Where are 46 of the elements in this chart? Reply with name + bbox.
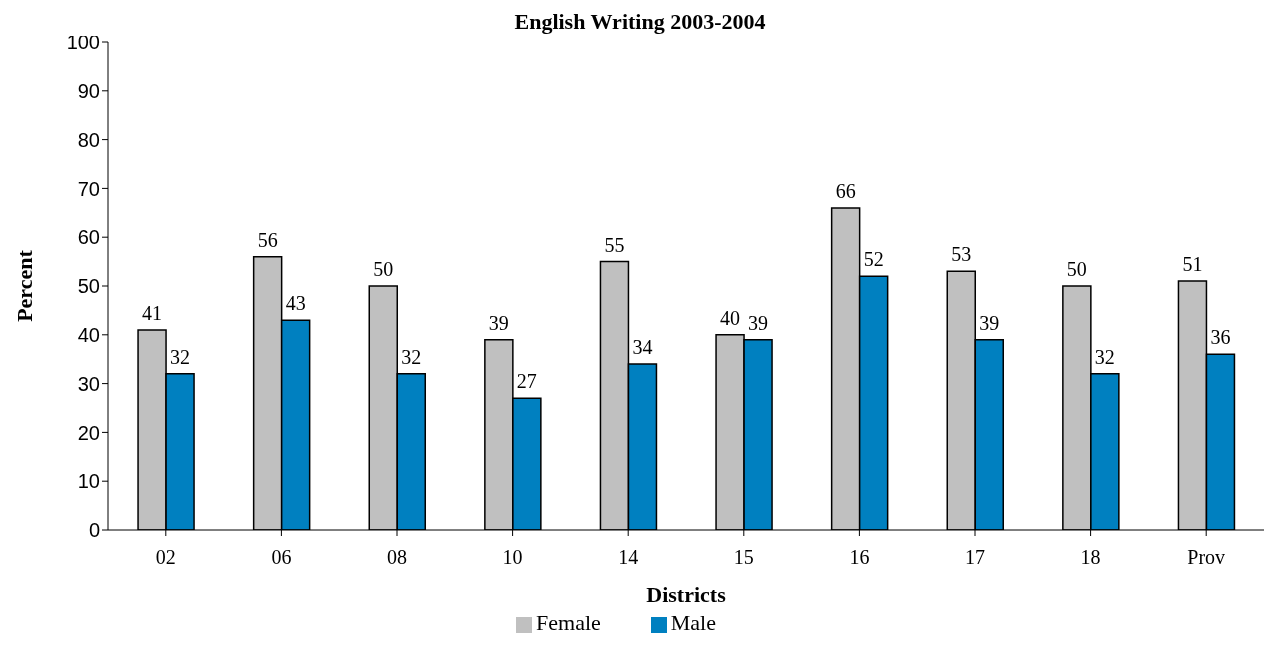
data-label: 32 [401,345,422,368]
data-label: 41 [142,301,163,324]
y-tick-label: 100 [66,31,100,54]
x-tick-label: 16 [849,546,870,569]
y-tick-label: 30 [77,372,100,395]
x-tick-label: 10 [502,546,523,569]
data-label: 39 [979,311,1000,334]
y-tick-label: 10 [77,470,100,493]
data-label: 36 [1210,326,1231,349]
data-label: 32 [1094,345,1115,368]
data-label: 66 [835,179,856,202]
x-tick-label: 15 [733,546,754,569]
data-label: 52 [863,248,884,271]
y-tick-label: 60 [77,226,100,249]
y-tick-label: 80 [77,128,100,151]
data-label: 50 [373,258,394,280]
y-tick-label: 50 [77,275,100,298]
data-label: 51 [1182,253,1203,276]
x-tick-label: 18 [1080,546,1101,569]
y-tick-label: 90 [77,79,100,102]
legend-label: Female [536,610,601,635]
y-axis-title: Percent [11,249,37,322]
x-tick-label: Prov [1187,546,1226,569]
data-label: 55 [604,233,625,256]
data-label: 39 [488,311,509,334]
x-axis-title: Districts [646,582,727,607]
data-label: 43 [285,292,306,315]
x-tick-label: 17 [965,546,985,569]
x-tick-label: 02 [155,546,176,569]
data-label: 53 [951,243,972,266]
y-tick-label: 70 [77,177,100,200]
x-tick-label: 08 [387,546,407,569]
y-tick-label: 0 [88,519,100,542]
data-label: 27 [516,370,537,393]
data-label: 34 [632,336,653,359]
chart-title: English Writing 2003-2004 [514,9,766,34]
x-tick-label: 06 [271,546,292,569]
data-label: 56 [257,228,278,251]
data-label: 39 [748,311,769,334]
data-label: 50 [1066,258,1087,280]
y-tick-label: 20 [77,421,100,444]
data-label: 32 [170,345,191,368]
data-label: 40 [720,306,741,329]
y-tick-label: 40 [77,323,100,346]
x-tick-label: 14 [618,546,639,569]
legend-label: Male [670,610,716,635]
